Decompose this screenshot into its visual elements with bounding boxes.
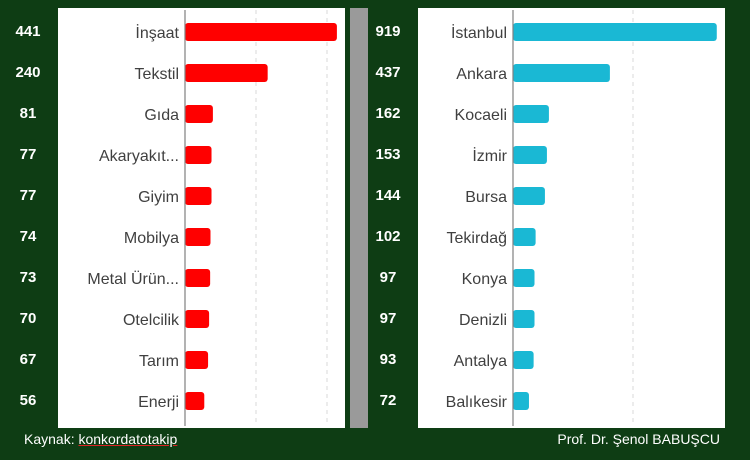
- city-category-label: Ankara: [456, 66, 507, 83]
- city-bar: [513, 351, 534, 369]
- sector-category-label: Tekstil: [135, 66, 179, 83]
- city-category-label: İzmir: [472, 146, 507, 165]
- city-bar: [513, 187, 545, 205]
- sector-value-label: 67: [19, 351, 37, 368]
- sector-bar-chart: İnşaat Tekstil Gıda Akaryakıt... Giyim Mobily…: [87, 10, 337, 426]
- chart-panel-sectors: İnşaat Tekstil Gıda Akaryakıt... Giyim Mobily…: [58, 8, 345, 428]
- sector-bar: [185, 310, 210, 328]
- sector-bar: [185, 269, 211, 287]
- sector-bar: [185, 228, 211, 246]
- sector-value-label: 441: [15, 23, 41, 40]
- sector-value-label: 70: [19, 310, 37, 327]
- sector-value-label: 73: [19, 269, 37, 286]
- city-category-label: İstanbul: [451, 23, 507, 42]
- sector-value-label: 77: [19, 187, 37, 204]
- sector-bar: [185, 146, 212, 164]
- city-value-label: 97: [379, 310, 397, 327]
- sector-category-label: Enerji: [138, 394, 179, 411]
- sector-category-label: İnşaat: [135, 23, 179, 42]
- city-category-label: Konya: [462, 271, 507, 288]
- sector-value-label: 81: [19, 105, 37, 122]
- city-bar: [513, 146, 547, 164]
- city-category-label: Balıkesir: [446, 394, 508, 411]
- author-name: Prof. Dr. Şenol BABUŞCU: [557, 431, 720, 447]
- sector-category-label: Gıda: [144, 107, 179, 124]
- sector-category-label: Giyim: [138, 189, 179, 206]
- sector-category-label: Mobilya: [124, 230, 179, 247]
- sector-bar: [185, 105, 213, 123]
- values-column-cities: 919 437 162 153 144 102 97 97 93 72: [360, 8, 416, 428]
- city-value-label: 153: [375, 146, 401, 163]
- city-value-label: 72: [379, 392, 397, 409]
- city-bar: [513, 23, 717, 41]
- sector-category-label: Metal Ürün...: [87, 270, 179, 288]
- sector-value-label: 77: [19, 146, 37, 163]
- sector-bar: [185, 351, 209, 369]
- city-value-label: 437: [375, 64, 401, 81]
- source-name: konkordatotakip: [78, 431, 178, 447]
- sector-bar: [185, 392, 205, 410]
- city-value-label: 144: [375, 187, 401, 204]
- city-category-label: Bursa: [465, 189, 507, 206]
- chart-panel-cities: İstanbul Ankara Kocaeli İzmir Bursa Tekirdağ K…: [418, 8, 725, 428]
- sector-bar: [185, 23, 337, 41]
- panel-divider: [350, 8, 368, 428]
- source-note: Kaynak: konkordatotakip: [24, 431, 177, 447]
- city-bar: [513, 269, 535, 287]
- sector-bar: [185, 187, 212, 205]
- city-value-label: 102: [375, 228, 401, 245]
- city-category-label: Kocaeli: [455, 107, 507, 124]
- sector-category-label: Akaryakıt...: [99, 148, 179, 165]
- city-value-label: 97: [379, 269, 397, 286]
- sector-category-label: Otelcilik: [123, 312, 180, 329]
- city-value-label: 162: [375, 105, 401, 122]
- city-category-label: Denizli: [459, 312, 507, 329]
- city-value-label: 93: [379, 351, 397, 368]
- sector-value-label: 240: [15, 64, 41, 81]
- sector-value-label: 56: [19, 392, 37, 409]
- city-bar-chart: İstanbul Ankara Kocaeli İzmir Bursa Tekirdağ K…: [446, 10, 717, 426]
- city-bar: [513, 310, 535, 328]
- city-category-label: Antalya: [454, 353, 507, 370]
- city-category-label: Tekirdağ: [447, 230, 507, 247]
- values-column-sectors: 441 240 81 77 77 74 73 70 67 56: [0, 8, 56, 428]
- city-bar: [513, 64, 610, 82]
- sector-value-label: 74: [19, 228, 37, 245]
- city-bar: [513, 105, 549, 123]
- city-bar: [513, 228, 536, 246]
- sector-category-label: Tarım: [139, 353, 179, 370]
- source-prefix: Kaynak:: [24, 431, 79, 447]
- city-bar: [513, 392, 529, 410]
- sector-bar: [185, 64, 268, 82]
- city-value-label: 919: [375, 23, 401, 40]
